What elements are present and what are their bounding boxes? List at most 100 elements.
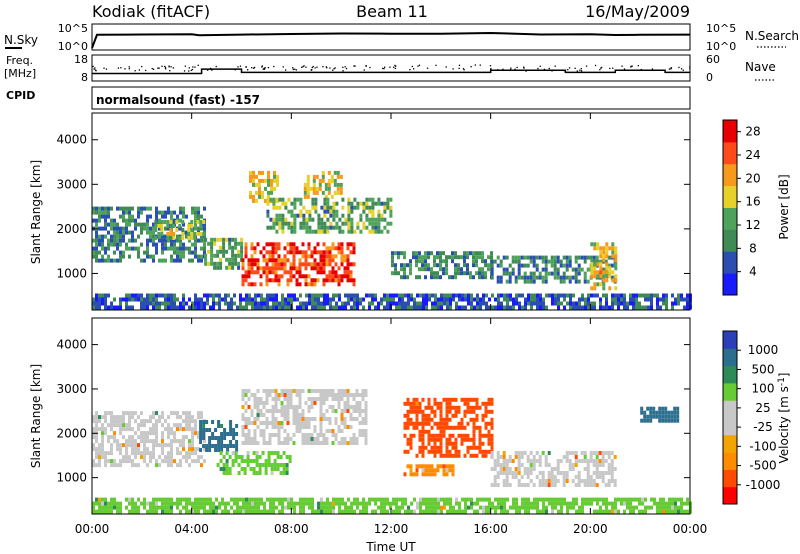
velocity-ylabel: Slant Range [km] xyxy=(29,364,43,468)
heatmap-cell xyxy=(104,301,107,306)
heatmap-cell xyxy=(262,421,266,425)
heatmap-cell xyxy=(307,274,311,279)
heatmap-cell xyxy=(562,455,566,459)
heatmap-cell xyxy=(284,505,287,510)
heatmap-cell xyxy=(415,401,419,406)
nave-dot xyxy=(161,65,163,67)
heatmap-cell xyxy=(577,279,581,284)
heatmap-cell xyxy=(173,238,176,243)
heatmap-cell xyxy=(249,194,252,199)
heatmap-cell xyxy=(352,417,356,421)
heatmap-cell xyxy=(254,501,257,506)
heatmap-cell xyxy=(242,297,245,302)
heatmap-cell xyxy=(154,236,158,240)
heatmap-cell xyxy=(324,182,328,187)
heatmap-cell xyxy=(416,501,419,506)
heatmap-cell xyxy=(98,509,101,514)
heatmap-cell xyxy=(635,293,638,298)
heatmap-cell xyxy=(574,255,578,260)
heatmap-cell xyxy=(377,217,381,222)
heatmap-cell xyxy=(327,186,331,191)
heatmap-cell xyxy=(214,448,218,452)
heatmap-cell xyxy=(605,266,609,271)
heatmap-cell xyxy=(605,501,608,506)
heatmap-cell xyxy=(244,417,248,421)
heatmap-cell xyxy=(164,258,167,263)
heatmap-cell xyxy=(319,397,323,401)
heatmap-cell xyxy=(212,297,215,302)
heatmap-cell xyxy=(461,305,464,310)
nave-dot xyxy=(536,69,538,71)
heatmap-cell xyxy=(101,455,104,460)
heatmap-cell xyxy=(427,433,431,438)
heatmap-cell xyxy=(586,475,590,479)
heatmap-cell xyxy=(304,282,308,287)
heatmap-cell xyxy=(267,170,270,175)
heatmap-cell xyxy=(686,297,689,302)
heatmap-cell xyxy=(602,509,605,514)
heatmap-cell xyxy=(362,509,365,514)
heatmap-cell xyxy=(92,210,95,215)
heatmap-cell xyxy=(439,421,443,426)
heatmap-cell xyxy=(515,505,518,510)
heatmap-cell xyxy=(430,472,434,477)
heatmap-cell xyxy=(113,459,116,464)
heatmap-cell xyxy=(521,505,524,510)
heatmap-cell xyxy=(635,305,638,310)
velocity-colorbar-tick-label: 25 xyxy=(755,401,770,415)
heatmap-cell xyxy=(611,505,614,510)
heatmap-cell xyxy=(158,419,161,424)
heatmap-cell xyxy=(149,234,152,239)
heatmap-cell xyxy=(125,222,128,227)
heatmap-cell xyxy=(265,270,269,275)
heatmap-cell xyxy=(499,463,503,467)
heatmap-cell xyxy=(656,293,659,298)
heatmap-cell xyxy=(427,413,431,418)
heatmap-cell xyxy=(280,262,284,267)
heatmap-cell xyxy=(285,463,289,467)
heatmap-cell xyxy=(286,401,290,405)
heatmap-cell xyxy=(577,263,581,268)
heatmap-cell xyxy=(176,463,179,468)
heatmap-cell xyxy=(676,418,680,423)
heatmap-cell xyxy=(377,213,381,218)
nave-dot xyxy=(192,66,194,68)
heatmap-cell xyxy=(155,459,158,464)
heatmap-cell xyxy=(295,429,299,433)
heatmap-cell xyxy=(289,393,293,397)
heatmap-cell xyxy=(146,301,149,306)
heatmap-cell xyxy=(308,217,312,222)
heatmap-cell xyxy=(146,509,149,514)
velocity-colorbar-blocks xyxy=(723,331,737,505)
heatmap-cell xyxy=(677,497,680,502)
heatmap-cell xyxy=(232,432,236,436)
heatmap-cell xyxy=(155,214,158,219)
heatmap-cell xyxy=(349,242,353,247)
heatmap-cell xyxy=(283,397,287,401)
heatmap-cell xyxy=(209,509,212,514)
heatmap-cell xyxy=(673,406,677,411)
heatmap-cell xyxy=(325,417,329,421)
heatmap-cell xyxy=(131,214,134,219)
heatmap-cell xyxy=(197,305,200,310)
heatmap-cell xyxy=(131,497,134,502)
heatmap-cell xyxy=(185,459,188,464)
heatmap-cell xyxy=(203,501,206,506)
heatmap-cell xyxy=(283,270,287,275)
heatmap-cell xyxy=(569,501,572,506)
heatmap-cell xyxy=(241,413,245,417)
heatmap-cell xyxy=(320,501,323,506)
nave-dot xyxy=(384,66,386,68)
heatmap-cell xyxy=(122,230,125,235)
nave-dot xyxy=(393,66,395,68)
heatmap-cell xyxy=(352,250,356,255)
heatmap-cell xyxy=(285,467,289,471)
heatmap-cell xyxy=(259,413,263,417)
heatmap-cell xyxy=(590,242,594,247)
heatmap-cell xyxy=(343,405,347,409)
heatmap-cell xyxy=(241,389,245,393)
heatmap-cell xyxy=(341,501,344,506)
heatmap-cell xyxy=(245,501,248,506)
heatmap-cell xyxy=(503,501,506,506)
heatmap-cell xyxy=(430,468,434,473)
